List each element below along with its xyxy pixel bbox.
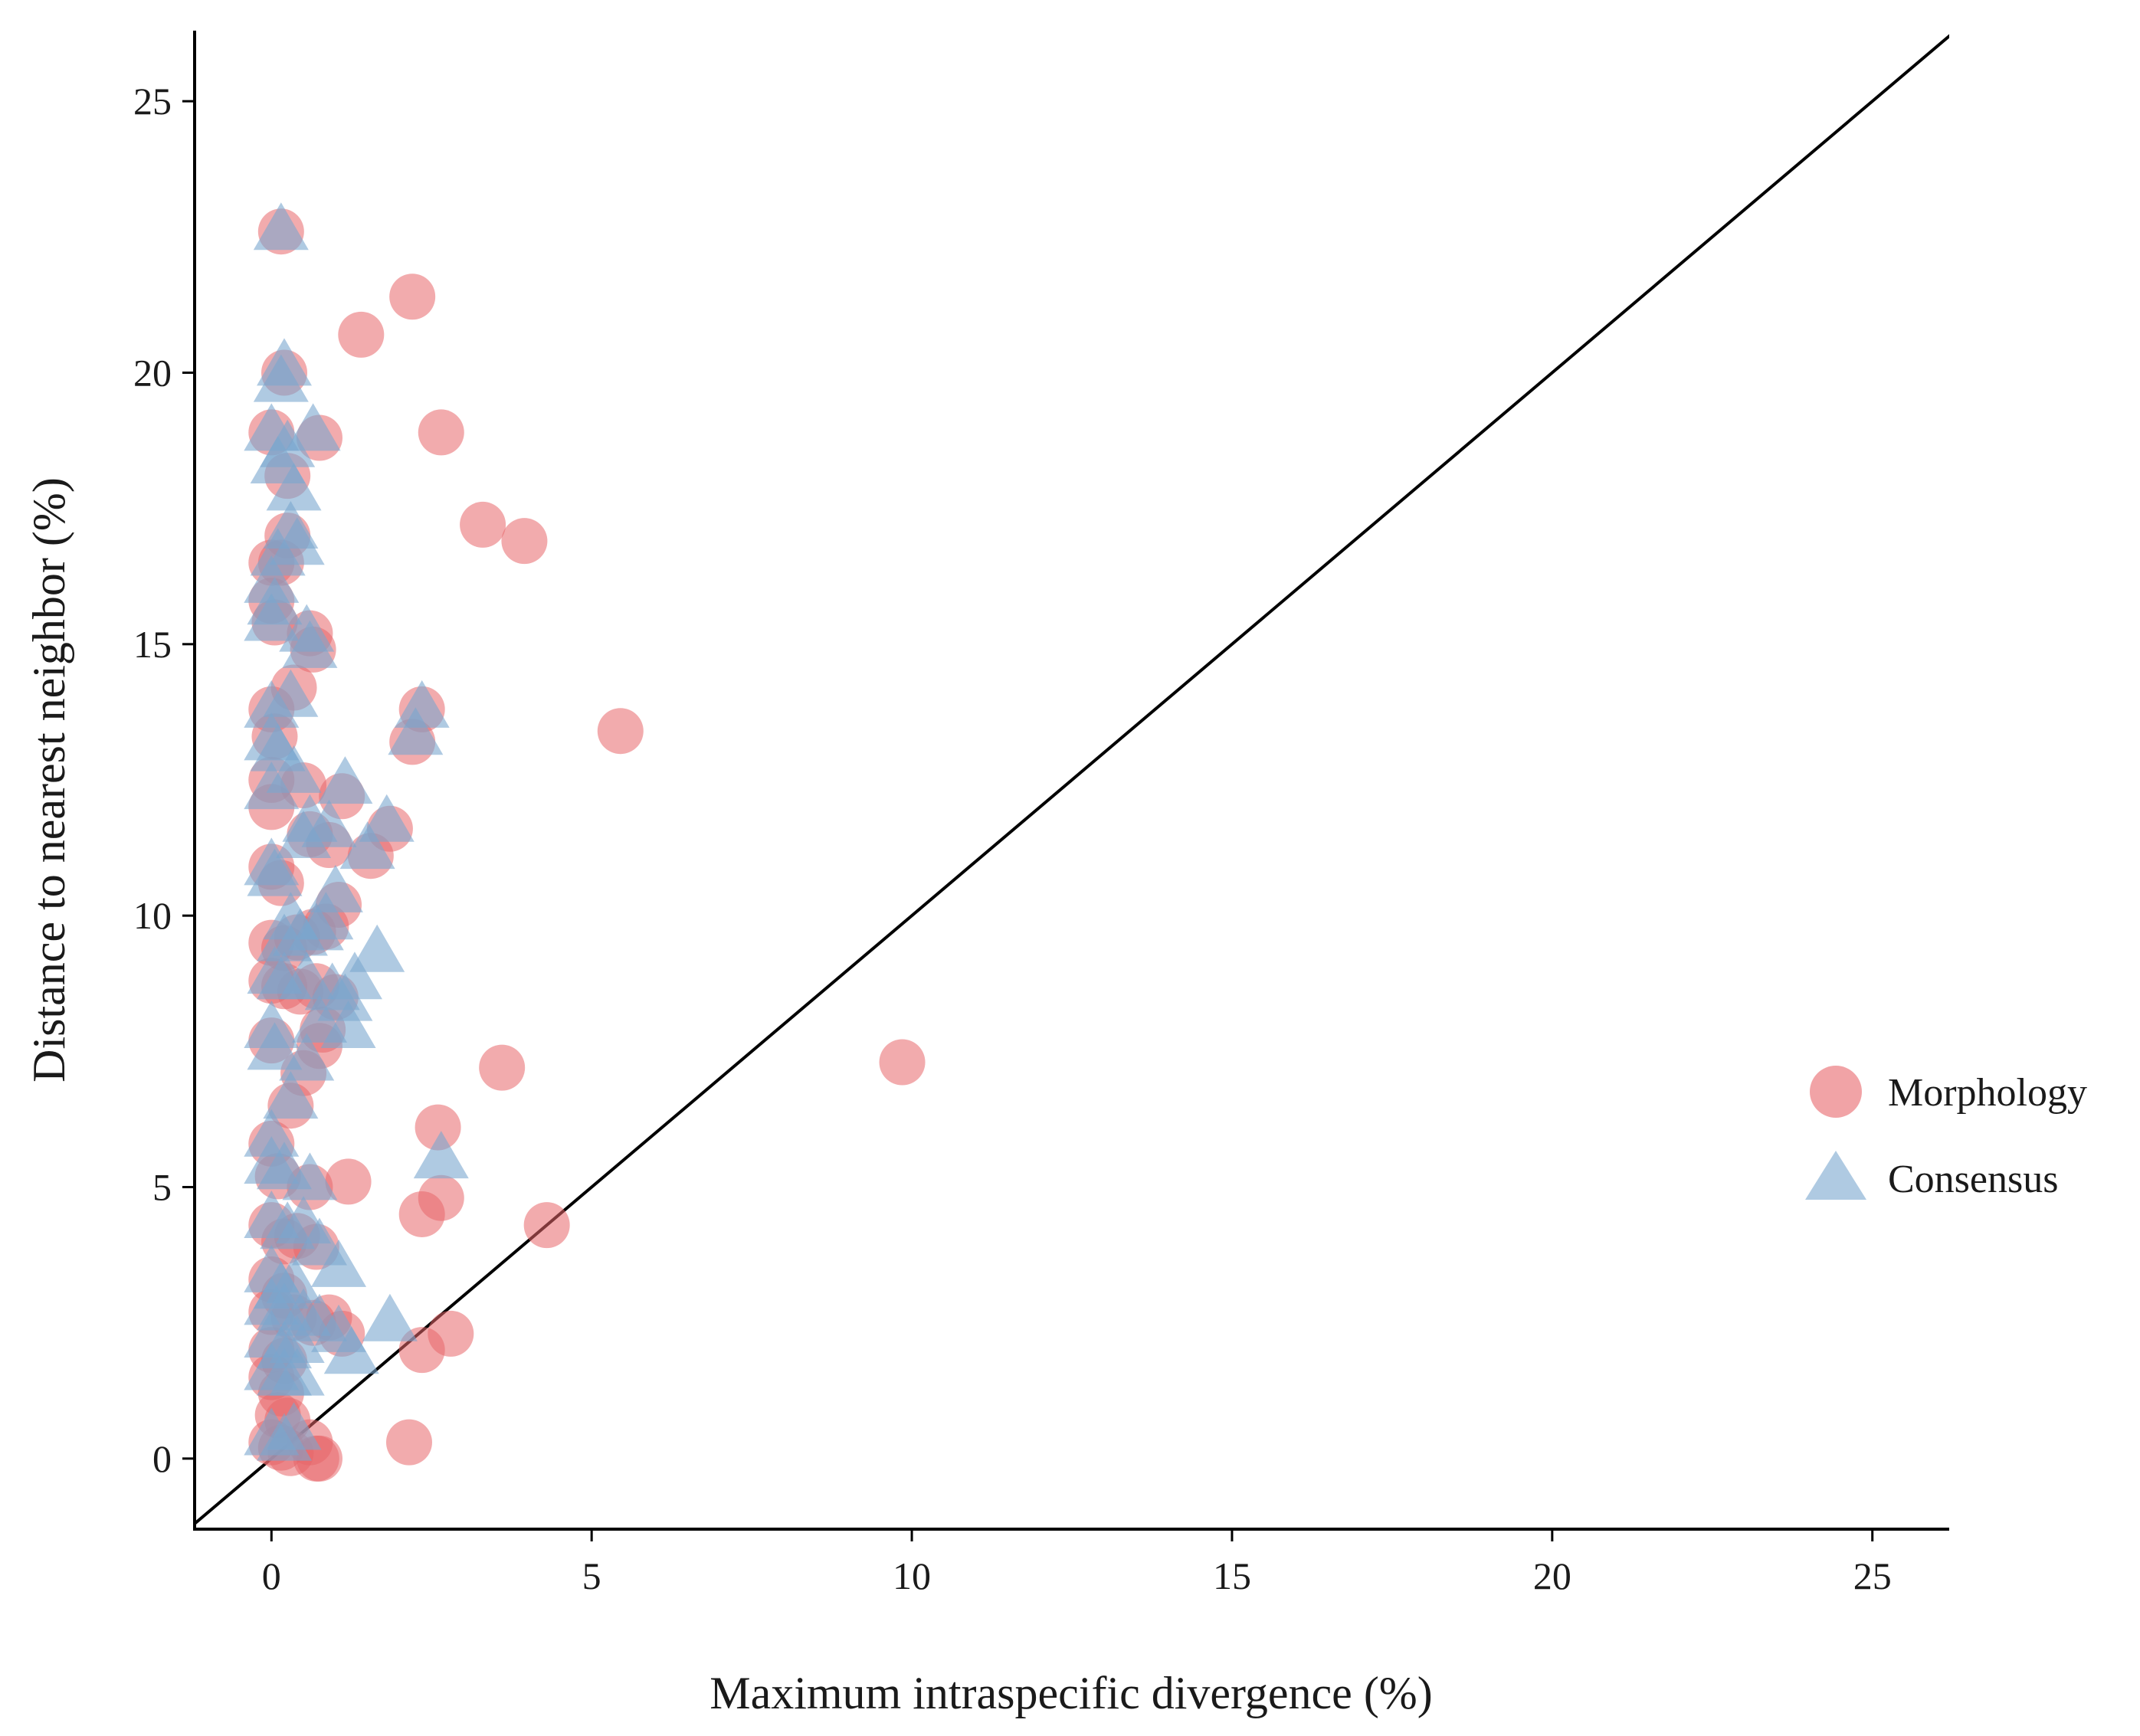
morphology-point (385, 1419, 432, 1466)
y-tick-label: 25 (133, 80, 172, 123)
consensus-point (244, 593, 300, 641)
consensus-point (253, 202, 309, 251)
y-axis-title: Distance to nearest neighbor (%) (24, 477, 74, 1083)
x-axis-title: Maximum intraspecific divergence (%) (710, 1668, 1433, 1718)
morphology-point (879, 1039, 926, 1086)
morphology-point (597, 708, 644, 755)
consensus-point (247, 1022, 303, 1070)
consensus-point (320, 1001, 376, 1048)
consensus-point (244, 680, 300, 728)
x-tick-label: 15 (1213, 1554, 1251, 1597)
legend: Morphology Consensus (1805, 1066, 2087, 1201)
consensus-point (326, 952, 382, 1000)
consensus-point (298, 892, 354, 940)
y-tick-label: 10 (133, 894, 172, 937)
morphology-point (479, 1044, 526, 1091)
consensus-point (266, 1402, 322, 1450)
consensus-point (279, 1033, 335, 1081)
consensus-point (339, 821, 395, 870)
consensus-point (266, 463, 322, 511)
morphology-point (415, 1104, 461, 1151)
legend-morphology-marker (1810, 1066, 1862, 1118)
consensus-point (285, 403, 341, 451)
x-tick-label: 0 (262, 1554, 281, 1597)
x-tick-label: 20 (1533, 1554, 1571, 1597)
consensus-point (253, 354, 309, 402)
morphology-point (418, 409, 464, 456)
morphology-point (428, 1310, 474, 1357)
consensus-point (301, 799, 357, 847)
consensus-point (269, 517, 325, 565)
legend-consensus-marker (1805, 1151, 1866, 1200)
consensus-point (244, 1001, 300, 1048)
legend-morphology-label: Morphology (1888, 1071, 2087, 1115)
consensus-point (388, 707, 444, 755)
consensus-point (244, 555, 300, 603)
x-axis-ticks: 0 5 10 15 20 25 (262, 1529, 1892, 1597)
consensus-point (282, 1152, 338, 1200)
morphology-point (325, 1158, 372, 1205)
y-tick-label: 5 (152, 1166, 172, 1209)
consensus-point (269, 1348, 325, 1396)
morphology-point (389, 274, 436, 320)
consensus-points (244, 202, 469, 1461)
consensus-point (282, 620, 338, 668)
consensus-point (266, 745, 322, 793)
x-tick-label: 5 (582, 1554, 601, 1597)
consensus-point (413, 1131, 469, 1179)
consensus-point (247, 848, 303, 896)
y-axis-ticks: 0 5 10 15 20 25 (133, 80, 195, 1480)
x-tick-label: 25 (1853, 1554, 1892, 1597)
consensus-point (362, 1293, 418, 1341)
y-tick-label: 15 (133, 623, 172, 666)
consensus-point (394, 680, 450, 728)
morphology-point (523, 1202, 570, 1249)
consensus-point (349, 924, 405, 972)
morphology-point (501, 518, 548, 565)
x-tick-label: 10 (893, 1554, 931, 1597)
consensus-point (311, 1239, 367, 1287)
morphology-point (460, 501, 506, 548)
legend-consensus-label: Consensus (1888, 1158, 2058, 1201)
y-tick-label: 20 (133, 351, 172, 394)
consensus-point (263, 1071, 319, 1119)
identity-reference-line (195, 34, 1949, 1526)
consensus-point (359, 794, 415, 842)
morphology-point (398, 1191, 445, 1237)
morphology-point (338, 311, 385, 358)
consensus-point (323, 1326, 379, 1374)
consensus-point (317, 756, 373, 804)
y-tick-label: 0 (152, 1437, 172, 1480)
consensus-point (260, 419, 316, 467)
